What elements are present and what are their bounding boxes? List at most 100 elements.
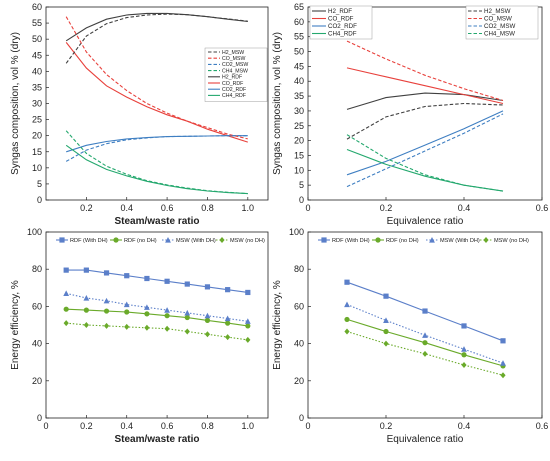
y-tick-label: 100 — [289, 227, 304, 237]
data-point — [344, 316, 350, 323]
y-tick-label: 40 — [32, 66, 42, 76]
legend-label: MSW (With DH) — [440, 238, 480, 244]
data-point — [144, 275, 150, 282]
data-point — [225, 320, 231, 326]
legend-marker — [59, 237, 65, 243]
y-axis-label: Syngas composition, vol % (dry) — [10, 32, 21, 175]
series-h2-msw — [346, 102, 504, 140]
y-tick-label: 0 — [37, 413, 42, 423]
data-point — [63, 290, 70, 296]
y-tick-label: 50 — [32, 34, 42, 44]
legend-label: RDF (no DH) — [386, 238, 419, 244]
series-co2-msw — [346, 113, 504, 188]
legend-marker — [165, 237, 171, 243]
y-tick-label: 45 — [32, 50, 42, 60]
y-tick-label: 0 — [299, 413, 304, 423]
x-tick-label: 0.2 — [80, 421, 93, 431]
series-line — [346, 113, 504, 188]
legend-marker — [483, 237, 489, 243]
data-point — [204, 331, 211, 338]
legend-label: CH4_RDF — [222, 93, 246, 99]
x-axis-label: Equivalence ratio — [387, 434, 464, 445]
y-axis-label: Energy efficiency, % — [10, 280, 21, 370]
series-line — [65, 13, 248, 64]
x-tick-label: 0 — [43, 421, 48, 431]
chart-panel-bottom-left: 0 20 40 60 80 100 0 0.2 0.4 0.6 0.8 1.0 Steam/waste … — [10, 227, 269, 445]
series-msw-no-dh — [344, 328, 506, 379]
data-point — [204, 312, 211, 319]
x-tick-label: 0.8 — [201, 421, 214, 431]
legend-label: H2_RDF — [222, 75, 242, 81]
data-point — [164, 278, 170, 284]
data-point — [344, 301, 350, 308]
series-line — [66, 322, 248, 341]
y-tick-label: 20 — [294, 136, 304, 146]
data-point — [144, 304, 150, 310]
data-point — [461, 323, 467, 329]
y-tick-label: 55 — [294, 32, 304, 42]
data-point — [383, 317, 389, 323]
y-tick-label: 10 — [294, 165, 304, 175]
series-line — [66, 292, 248, 322]
x-tick-label: 0.4 — [120, 421, 133, 431]
x-tick-label: 0.2 — [380, 421, 393, 431]
series-rdf-with-dh — [344, 279, 506, 344]
legend-box — [465, 5, 539, 40]
data-point — [83, 267, 89, 273]
series-line — [66, 135, 248, 153]
data-point — [225, 287, 231, 293]
series-co2-rdf — [346, 110, 504, 176]
chart-panel-top-right: 0 5 10 15 20 25 30 35 40 45 50 55 60 65 0 0.2 0.4 0.6 Equi… — [272, 2, 548, 227]
plot-frame — [307, 231, 543, 419]
data-point — [123, 301, 130, 308]
legend-label: MSW (With DH) — [176, 238, 216, 244]
y-tick-label: 60 — [294, 301, 304, 311]
y-tick-label: 0 — [37, 195, 42, 205]
series-line — [65, 135, 248, 162]
legend-label: CH4_MSW — [484, 31, 515, 38]
chart-panel-top-left: 0 5 10 15 20 25 30 35 40 45 50 55 60 0.2 0.4 0.6 0.8 1.0 S… — [10, 2, 269, 227]
data-point — [83, 322, 89, 328]
series-msw-no-dh — [63, 320, 251, 343]
series-line — [66, 308, 248, 327]
data-point — [461, 352, 467, 358]
series-co-rdf — [65, 42, 248, 143]
y-tick-label: 30 — [32, 99, 42, 109]
data-point — [83, 307, 89, 313]
x-tick-label: 1.0 — [242, 421, 255, 431]
legend-label: RDF (With DH) — [332, 238, 370, 244]
plot-frame — [45, 231, 269, 419]
legend-marker — [375, 237, 381, 243]
legend-marker — [219, 237, 225, 243]
series-line — [346, 134, 504, 192]
x-axis-label: Steam/waste ratio — [114, 216, 199, 227]
legend: RDF (With DH) RDF (no DH) MSW (With DH) MSW… — [318, 237, 529, 244]
data-point — [63, 267, 69, 273]
series-msw-with-dh — [344, 301, 506, 366]
data-point — [124, 309, 130, 315]
series-line — [65, 144, 248, 195]
data-point — [103, 308, 110, 314]
series-rdf-with-dh — [63, 267, 251, 296]
data-point — [164, 325, 170, 332]
y-tick-label: 80 — [294, 264, 304, 274]
series-line — [65, 12, 248, 42]
legend-label: CH4_MSW — [222, 68, 248, 74]
data-point — [500, 360, 506, 366]
y-tick-label: 20 — [32, 131, 42, 141]
legend-label: CH4_RDF — [328, 31, 357, 38]
x-tick-label: 1.0 — [242, 203, 255, 213]
y-axis-label: Syngas composition, vol % (dry) — [272, 32, 283, 175]
series-line — [346, 110, 504, 176]
series-line — [346, 67, 504, 105]
series-line — [65, 42, 248, 143]
y-tick-label: 15 — [294, 150, 304, 160]
data-point — [184, 309, 191, 316]
x-tick-label: 0.2 — [80, 203, 93, 213]
legend-label: CO2_RDF — [328, 23, 357, 30]
y-tick-label: 0 — [299, 195, 304, 205]
legend: H2_MSWCO_MSWCO2_MSWCH4_MSWH2_RDFCO_RDFCO… — [204, 47, 268, 102]
x-tick-label: 0.8 — [201, 203, 214, 213]
